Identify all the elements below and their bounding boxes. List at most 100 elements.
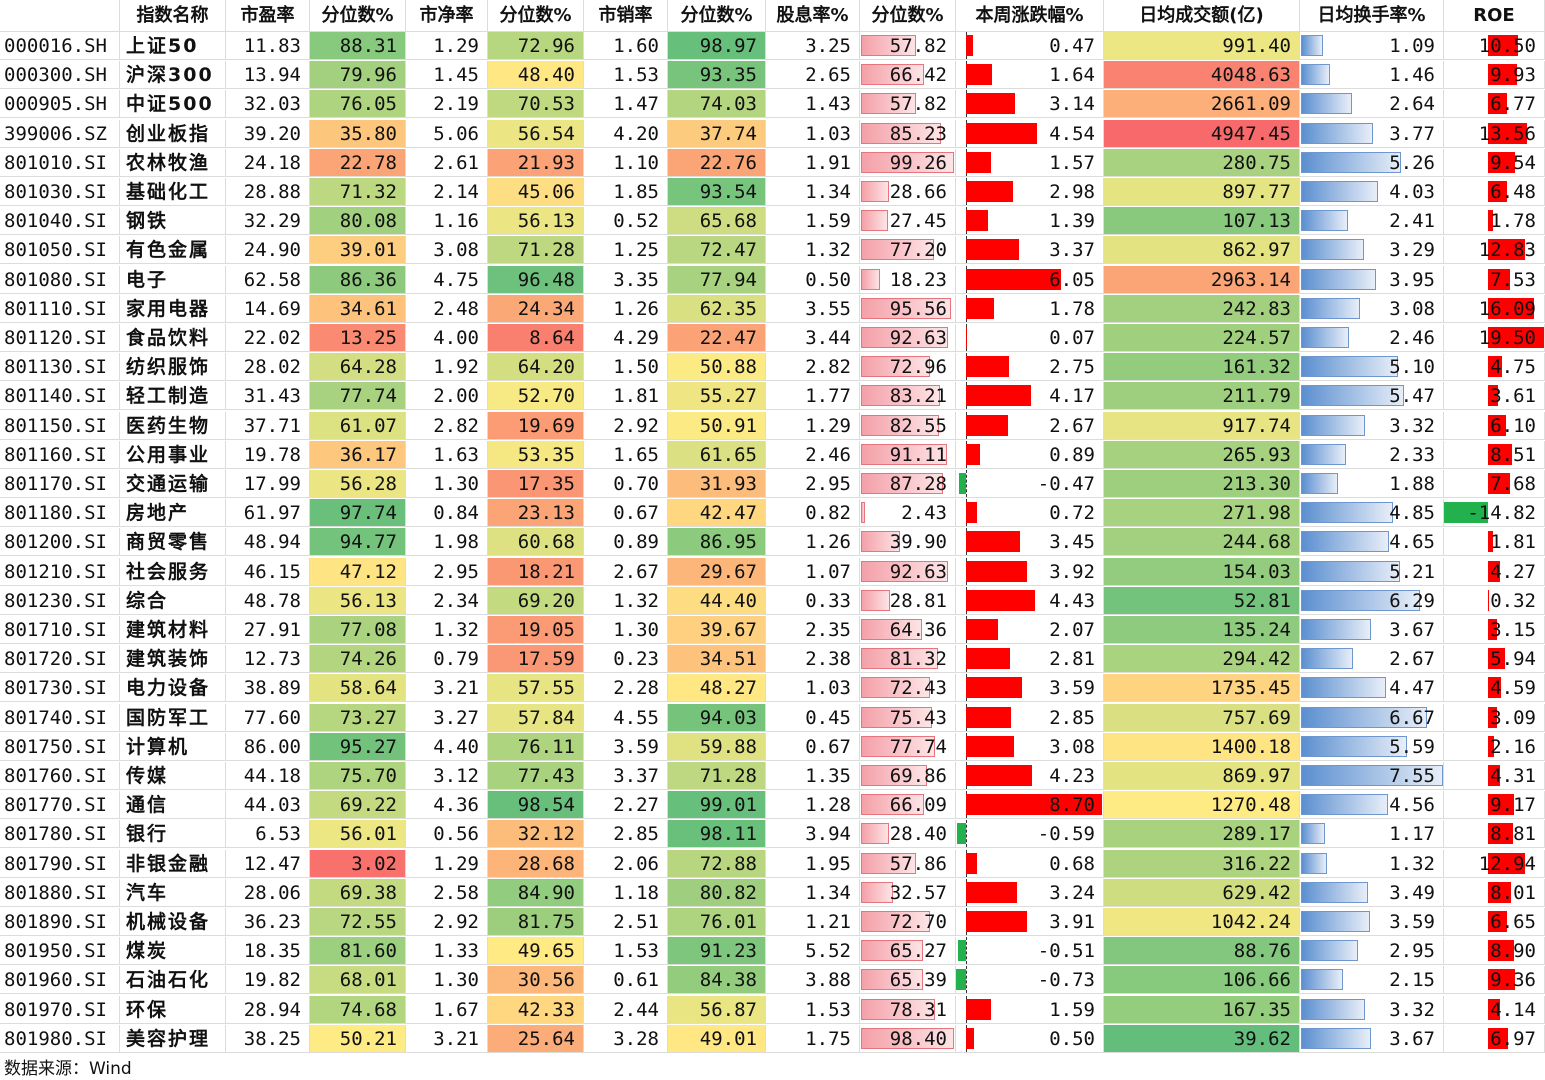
cell-value: 65.27 [889, 940, 947, 963]
cell-value: 2.92 [613, 414, 659, 437]
cell-value: 57.82 [889, 93, 947, 116]
data-cell: 2.67 [1300, 645, 1444, 674]
cell-value: 3.37 [613, 765, 659, 787]
cell-value: 建筑装饰 [126, 648, 211, 671]
data-cell: 22.02 [226, 324, 310, 352]
data-bar [1488, 1027, 1509, 1049]
cell-value: 0.50 [805, 268, 851, 291]
cell-value: 167.35 [1222, 998, 1291, 1021]
cell-value: 77.60 [243, 706, 301, 729]
cell-value: 0.61 [613, 969, 659, 992]
cell-value: 0.68 [1049, 852, 1095, 875]
data-cell: 76.01 [668, 908, 766, 936]
data-cell: 9.54 [1444, 148, 1545, 177]
data-bar [861, 93, 917, 115]
data-cell: 2.46 [766, 440, 860, 469]
cell-value: 2.44 [613, 998, 659, 1021]
cell-value: 2.38 [805, 648, 851, 671]
cell-value: 38.25 [243, 1027, 301, 1050]
data-cell: 52.81 [1104, 586, 1300, 615]
cell-value: 72.96 [889, 356, 947, 379]
cell-value: 801110.SI [4, 297, 107, 320]
data-cell: 95.27 [310, 732, 406, 761]
cell-value: 22.02 [243, 327, 301, 349]
data-cell: 78.31 [860, 995, 956, 1024]
table-row: 801790.SI 非银金融 12.47 3.02 1.29 28.68 2.06 72.88… [0, 849, 1545, 879]
cell-value: 0.23 [613, 648, 659, 671]
cell-value: 57.86 [889, 852, 947, 875]
cell-value: 801230.SI [4, 589, 107, 612]
data-cell: 869.97 [1104, 762, 1300, 790]
data-cell: 271.98 [1104, 499, 1300, 528]
data-cell: 50.21 [310, 1024, 406, 1053]
cell-value: 244.68 [1222, 531, 1291, 554]
data-bar [1301, 881, 1368, 903]
data-cell: 94.03 [668, 703, 766, 732]
data-cell: 2.95 [406, 557, 488, 586]
data-cell: 17.99 [226, 470, 310, 498]
cell-value: 80.08 [339, 210, 397, 233]
cell-value: 99.01 [699, 794, 757, 817]
cell-value: 6.53 [255, 823, 301, 846]
data-bar [966, 502, 978, 524]
data-cell: 0.72 [956, 499, 1104, 528]
data-bar [1301, 93, 1352, 115]
cell-value: 88.76 [1233, 940, 1291, 963]
data-cell: 28.94 [226, 995, 310, 1024]
data-bar [1301, 385, 1405, 407]
data-bar [1301, 1027, 1372, 1049]
index-name: 房地产 [120, 499, 226, 528]
data-cell: 95.56 [860, 294, 956, 323]
data-cell: 80.08 [310, 207, 406, 236]
cell-value: 3.67 [1389, 1027, 1435, 1050]
data-cell: 5.47 [1300, 382, 1444, 411]
data-cell: 4.55 [584, 703, 668, 732]
cell-value: 3.21 [433, 677, 479, 700]
data-cell: 2.65 [766, 61, 860, 90]
cell-value: 76.11 [517, 735, 575, 758]
data-bar [1301, 648, 1353, 670]
data-cell: 23.13 [488, 499, 584, 528]
data-cell: 5.10 [1300, 353, 1444, 382]
data-cell: 72.55 [310, 908, 406, 936]
data-cell: 4.17 [956, 382, 1104, 411]
data-cell: 4.43 [956, 586, 1104, 615]
data-bar [966, 677, 1023, 699]
cell-value: 22.76 [699, 151, 757, 174]
index-name: 国防军工 [120, 703, 226, 732]
cell-value: 0.70 [613, 473, 659, 495]
cell-value: 4048.63 [1210, 64, 1291, 87]
data-cell: 2.34 [406, 586, 488, 615]
cell-value: 1.75 [805, 1027, 851, 1050]
cell-value: 4.75 [433, 268, 479, 291]
data-cell: 1.28 [766, 791, 860, 820]
data-cell: 1.33 [406, 937, 488, 966]
data-cell: 3.28 [584, 1024, 668, 1053]
cell-value: 公用事业 [126, 443, 211, 466]
cell-value: 6.29 [1389, 589, 1435, 612]
index-name: 有色金属 [120, 236, 226, 265]
data-bar [1301, 181, 1378, 202]
data-cell: 57.82 [860, 32, 956, 60]
cell-value: 28.94 [243, 998, 301, 1021]
data-cell: 8.51 [1444, 440, 1545, 469]
cell-value: 801970.SI [4, 998, 107, 1021]
data-bar [966, 385, 1032, 407]
cell-value: 70.53 [517, 93, 575, 116]
data-bar [1301, 414, 1365, 436]
data-bar [1488, 940, 1514, 962]
data-bar [861, 706, 933, 728]
data-cell: 28.06 [226, 878, 310, 907]
data-cell: 2.44 [584, 995, 668, 1024]
cell-value: 0.07 [1049, 327, 1095, 349]
data-cell: 3.77 [1300, 119, 1444, 148]
cell-value: 88.31 [339, 35, 397, 57]
cell-value: 3.55 [805, 297, 851, 320]
data-bar [861, 151, 955, 173]
cell-value: 37.74 [699, 122, 757, 145]
cell-value: 16.09 [1478, 297, 1536, 320]
data-cell: 1.59 [766, 207, 860, 236]
data-cell: 27.45 [860, 207, 956, 236]
data-bar [1488, 619, 1498, 640]
cell-value: 801160.SI [4, 443, 107, 466]
